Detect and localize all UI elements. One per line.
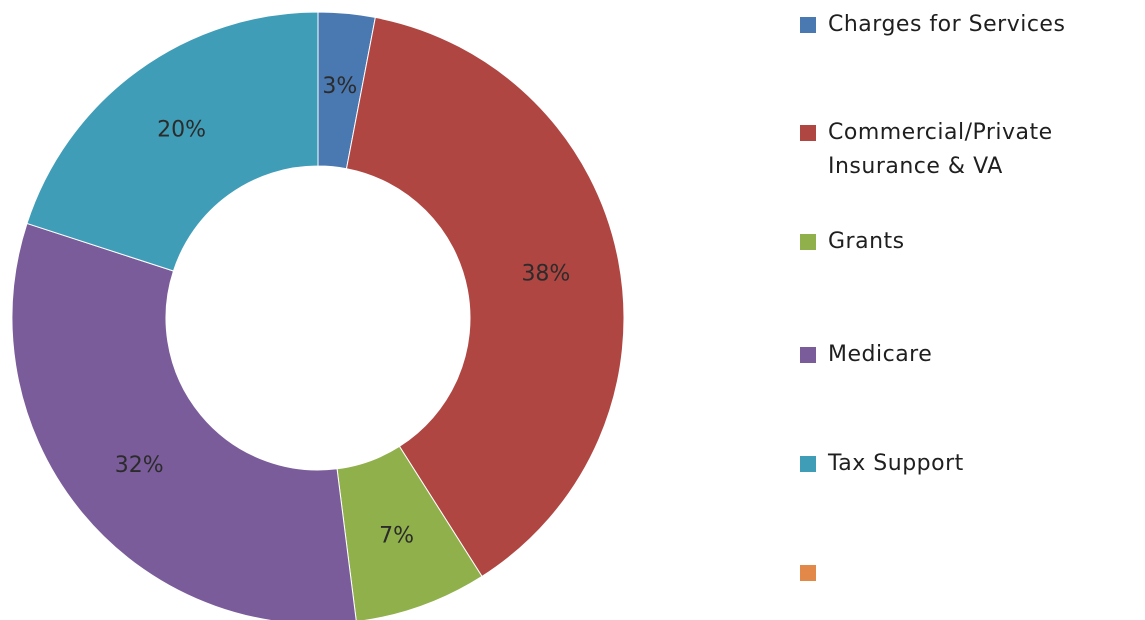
legend-label: Charges for Services: [828, 12, 1066, 37]
slice-data-label: 7%: [379, 523, 414, 548]
donut-slice-grants: [336, 445, 483, 620]
legend-item-tax-support: Tax Support: [800, 447, 1138, 481]
donut-slice-labels: 3% 38% 7% 32% 20%: [115, 74, 571, 548]
legend-swatch: [800, 565, 816, 581]
legend-swatch: [800, 456, 816, 472]
legend-swatch: [800, 125, 816, 141]
legend-label: Grants: [828, 229, 905, 254]
legend-label: Commercial/Private Insurance & VA: [828, 120, 1053, 179]
donut-slice-commercial-private-insurance-va: [345, 16, 625, 578]
slice-data-label: 38%: [521, 262, 570, 287]
legend-swatch: [800, 234, 816, 250]
donut-slices: [11, 11, 625, 620]
slice-data-label: 3%: [322, 74, 357, 99]
legend-item-medicare: Medicare: [800, 338, 1138, 372]
legend-label: Medicare: [828, 342, 933, 367]
legend-swatch: [800, 347, 816, 363]
slice-data-label: 32%: [115, 453, 164, 478]
legend-label: Tax Support: [828, 451, 964, 476]
donut-slice-medicare: [11, 222, 357, 620]
donut-slice-tax-support: [26, 11, 319, 272]
legend-item-unlabeled: [800, 556, 1138, 581]
legend-item-charges-for-services: Charges for Services: [800, 8, 1138, 42]
slice-data-label: 20%: [157, 117, 206, 142]
legend-item-commercial-private-insurance: Commercial/Private Insurance & VA: [800, 116, 1138, 184]
donut-chart: 3% 38% 7% 32% 20%: [11, 11, 625, 620]
legend-swatch: [800, 17, 816, 33]
chart-legend: Charges for Services Commercial/Private …: [800, 0, 1145, 620]
legend-item-grants: Grants: [800, 225, 1138, 259]
